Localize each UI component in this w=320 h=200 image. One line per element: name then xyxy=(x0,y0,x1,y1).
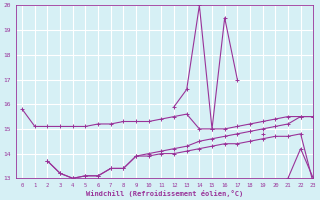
X-axis label: Windchill (Refroidissement éolien,°C): Windchill (Refroidissement éolien,°C) xyxy=(86,190,243,197)
